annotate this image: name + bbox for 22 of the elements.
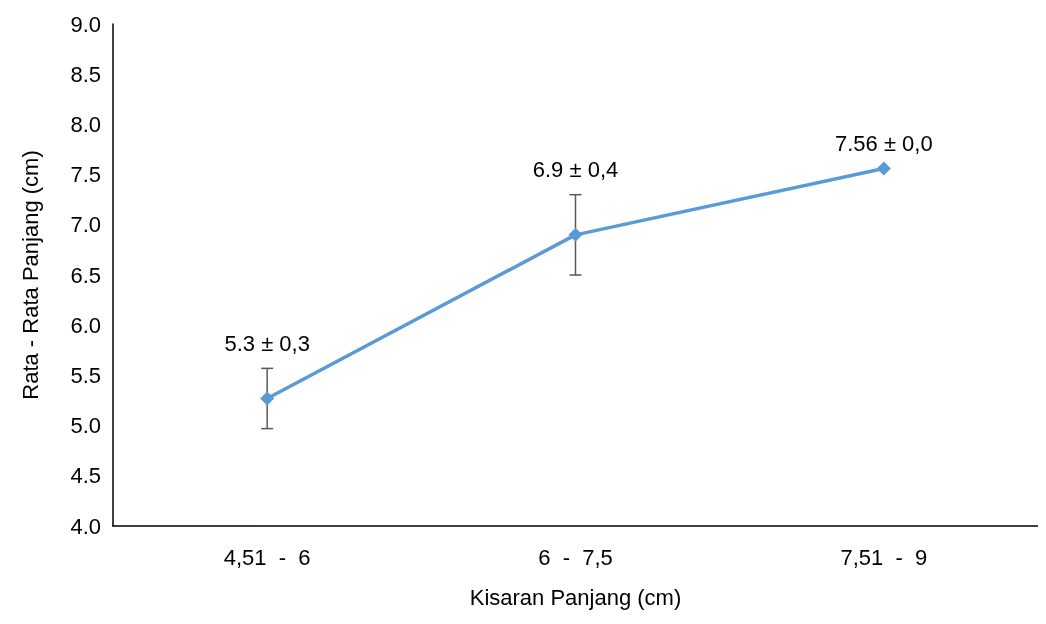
y-tick-label: 5.5	[70, 362, 101, 388]
x-axis-title: Kisaran Panjang (cm)	[469, 584, 682, 610]
data-label: 7.56 ± 0,0	[834, 131, 933, 157]
y-tick-label: 4.0	[70, 513, 101, 539]
x-tick-label: 6 - 7,5	[538, 544, 613, 570]
y-tick-label: 4.5	[70, 463, 101, 489]
y-tick-label: 7.5	[70, 162, 101, 188]
y-tick-label: 5.0	[70, 413, 101, 439]
y-tick-label: 9.0	[70, 11, 101, 37]
y-tick-label: 7.0	[70, 212, 101, 238]
point	[568, 227, 583, 242]
y-tick-label: 6.5	[70, 262, 101, 288]
data-label: 5.3 ± 0,3	[224, 330, 310, 356]
y-axis-title: Rata - Rata Panjang (cm)	[17, 150, 43, 400]
point	[876, 161, 891, 176]
x-tick-label: 4,51 - 6	[223, 544, 311, 570]
y-tick-label: 8.5	[70, 61, 101, 87]
point	[260, 391, 275, 406]
x-tick-label: 7,51 - 9	[840, 544, 928, 570]
y-tick-label: 6.0	[70, 312, 101, 338]
data-label: 6.9 ± 0,4	[532, 157, 619, 183]
y-tick-label: 8.0	[70, 111, 101, 137]
